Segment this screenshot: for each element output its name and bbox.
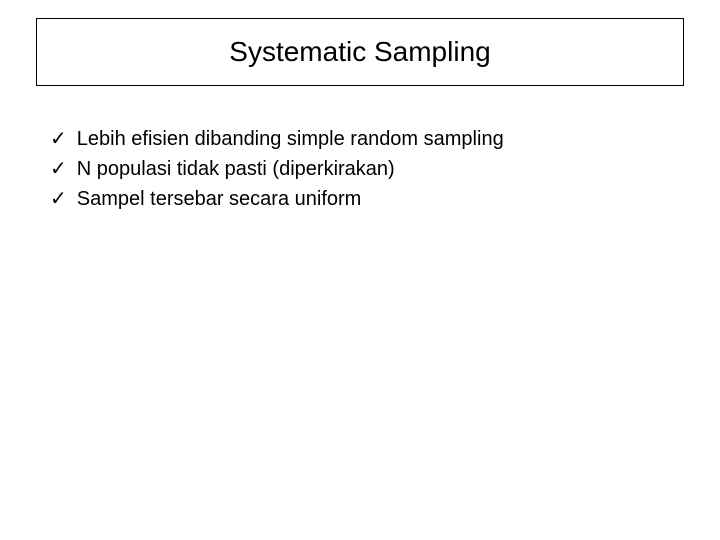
list-item: ✓ N populasi tidak pasti (diperkirakan) [50,156,670,182]
list-item: ✓ Lebih efisien dibanding simple random … [50,126,670,152]
checkmark-icon: ✓ [50,126,67,152]
bullet-text: N populasi tidak pasti (diperkirakan) [77,156,395,182]
list-item: ✓ Sampel tersebar secara uniform [50,186,670,212]
checkmark-icon: ✓ [50,186,67,212]
bullet-text: Sampel tersebar secara uniform [77,186,362,212]
bullet-text: Lebih efisien dibanding simple random sa… [77,126,504,152]
bullet-list: ✓ Lebih efisien dibanding simple random … [50,126,670,216]
checkmark-icon: ✓ [50,156,67,182]
slide-title: Systematic Sampling [229,36,490,68]
title-box: Systematic Sampling [36,18,684,86]
